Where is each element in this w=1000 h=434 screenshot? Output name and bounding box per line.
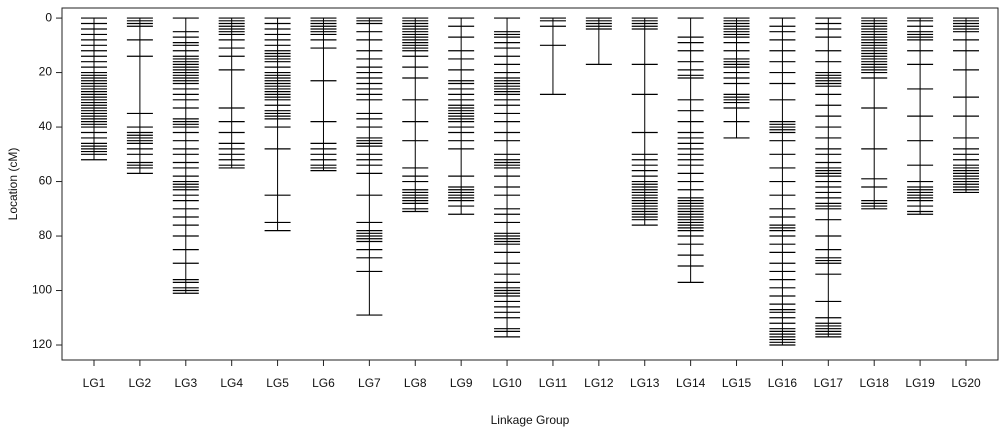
x-tick-label: LG14 — [676, 376, 706, 390]
x-tick-label: LG17 — [814, 376, 844, 390]
x-tick-label: LG1 — [83, 376, 106, 390]
x-tick-label: LG20 — [951, 376, 981, 390]
y-tick-label: 20 — [39, 65, 53, 79]
y-tick-label: 0 — [45, 10, 52, 24]
y-tick-label: 40 — [39, 119, 53, 133]
x-tick-label: LG7 — [358, 376, 381, 390]
x-tick-label: LG6 — [312, 376, 335, 390]
x-tick-label: LG15 — [722, 376, 752, 390]
x-tick-label: LG10 — [492, 376, 522, 390]
x-tick-label: LG4 — [220, 376, 243, 390]
x-tick-label: LG2 — [129, 376, 152, 390]
x-tick-label: LG12 — [584, 376, 614, 390]
x-tick-label: LG13 — [630, 376, 660, 390]
y-tick-label: 100 — [32, 283, 52, 297]
plot-frame — [61, 7, 999, 361]
x-tick-label: LG16 — [768, 376, 798, 390]
y-tick-label: 80 — [39, 228, 53, 242]
x-tick-label: LG9 — [450, 376, 473, 390]
x-axis-label: Linkage Group — [491, 413, 570, 427]
y-tick-label: 60 — [39, 174, 53, 188]
x-tick-label: LG5 — [266, 376, 289, 390]
x-tick-label: LG8 — [404, 376, 427, 390]
x-tick-label: LG3 — [174, 376, 197, 390]
x-tick-label: LG11 — [539, 376, 568, 390]
x-tick-label: LG19 — [905, 376, 935, 390]
y-tick-label: 120 — [32, 337, 52, 351]
x-tick-label: LG18 — [860, 376, 890, 390]
y-axis-label: Location (cM) — [6, 148, 20, 221]
